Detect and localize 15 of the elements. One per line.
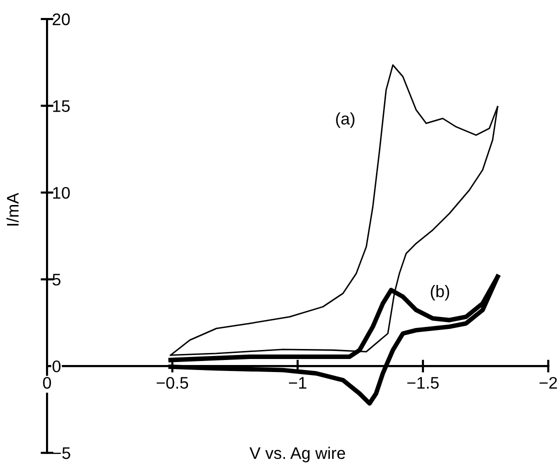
x-axis-title: V vs. Ag wire	[250, 446, 346, 462]
x-tick-label: −0.5	[156, 376, 188, 389]
y-tick-label: −5	[52, 447, 70, 460]
y-tick-label: 0	[52, 360, 61, 372]
x-tick-label: −2	[540, 376, 557, 389]
y-tick-label: 5	[52, 274, 60, 286]
x-tick-label: −1.5	[407, 377, 439, 389]
y-axis-title: I/mA	[6, 192, 19, 226]
y-tick-label: 10	[53, 186, 70, 199]
y-tick-label: 15	[53, 100, 70, 112]
annotation: (b)	[430, 285, 450, 301]
x-tick-label: 0	[43, 376, 52, 389]
x-tick-label: −1	[288, 377, 306, 389]
annotation: (a)	[336, 112, 354, 128]
y-tick-label: 20	[52, 13, 70, 26]
